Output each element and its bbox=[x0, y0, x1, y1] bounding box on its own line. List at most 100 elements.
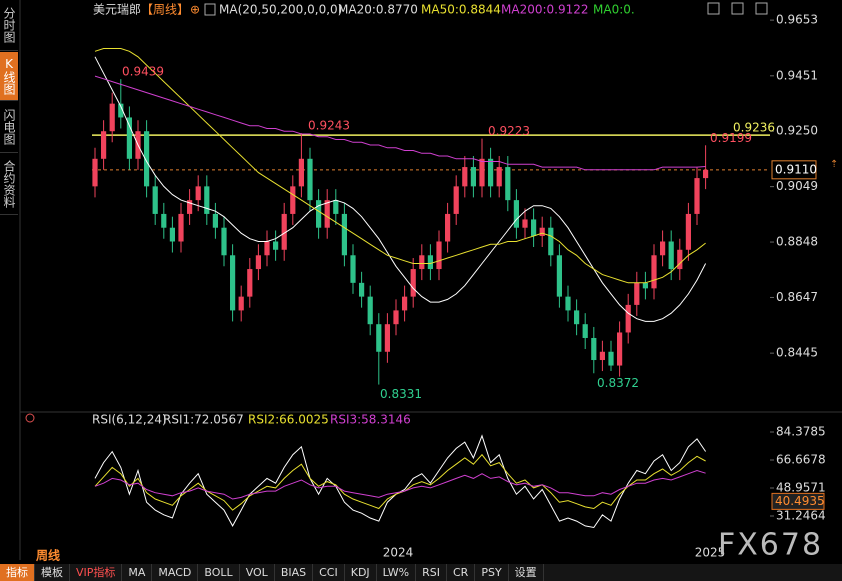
candle-body bbox=[316, 200, 322, 228]
y-tick-label: 84.3785 bbox=[776, 424, 826, 438]
toolbar-tab[interactable]: VOL bbox=[240, 564, 275, 581]
ma-label: MA20:0.8770 bbox=[338, 3, 418, 17]
candle-body bbox=[393, 310, 399, 325]
toolbar-tab[interactable]: CCI bbox=[313, 564, 345, 581]
line bbox=[94, 469, 706, 500]
resistance-label: 0.9236 bbox=[733, 121, 775, 135]
last-price-box bbox=[771, 160, 817, 180]
toolbar-tab[interactable]: RSI bbox=[416, 564, 447, 581]
window-button[interactable] bbox=[731, 2, 744, 15]
toolbar-tab[interactable]: KDJ bbox=[345, 564, 377, 581]
candle-body bbox=[462, 167, 468, 187]
candle-body bbox=[479, 158, 485, 187]
ma-label: MA50:0.8844 bbox=[421, 3, 501, 17]
candle-body bbox=[410, 269, 416, 297]
candle-body bbox=[677, 249, 683, 270]
candle-body bbox=[221, 227, 227, 256]
window-button[interactable] bbox=[755, 2, 768, 15]
window-button[interactable] bbox=[707, 2, 720, 15]
toolbar-tab[interactable]: 设置 bbox=[509, 564, 544, 581]
y-tick-label: 0.8848 bbox=[776, 235, 818, 249]
toolbar-tab[interactable]: LW% bbox=[377, 564, 417, 581]
extreme-label: 0.8331 bbox=[380, 387, 422, 401]
period: 【周线】 bbox=[141, 3, 189, 17]
period-tab[interactable]: 周线 bbox=[36, 548, 60, 563]
candle-body bbox=[109, 103, 115, 132]
watermark: FX678 bbox=[718, 528, 823, 563]
candle-body bbox=[548, 227, 554, 256]
candle-body bbox=[625, 304, 631, 333]
candle-body bbox=[118, 103, 124, 118]
toolbar-tab[interactable]: BIAS bbox=[275, 564, 314, 581]
toolbar-tab[interactable]: 指标 bbox=[0, 564, 35, 581]
value-marker: 40.4935 bbox=[775, 494, 825, 508]
toolbar-tab[interactable]: MACD bbox=[152, 564, 199, 581]
candle-body bbox=[513, 200, 519, 228]
line bbox=[94, 453, 706, 511]
rsi-label: RSI1:72.0567 bbox=[163, 413, 244, 427]
candle-body bbox=[402, 296, 408, 311]
y-tick-label: 66.6678 bbox=[776, 452, 826, 466]
candle-body bbox=[660, 241, 666, 256]
candle-body bbox=[685, 213, 691, 250]
ma-label: MA0:0. bbox=[593, 3, 635, 17]
candle-body bbox=[453, 186, 459, 214]
candle-body bbox=[419, 255, 425, 270]
candle-body bbox=[92, 158, 98, 187]
y-tick-label: 48.9571 bbox=[776, 480, 826, 494]
candle-body bbox=[539, 227, 545, 236]
toolbar-tab[interactable]: 模板 bbox=[35, 564, 70, 581]
toolbar-tab[interactable]: MA bbox=[122, 564, 153, 581]
candle-body bbox=[264, 241, 270, 256]
toolbar-tab[interactable]: VIP指标 bbox=[70, 564, 123, 581]
candle-body bbox=[703, 169, 709, 179]
candle-body bbox=[195, 186, 201, 201]
candle-body bbox=[668, 241, 674, 270]
candle-body bbox=[307, 158, 313, 201]
candle-body bbox=[161, 213, 167, 228]
x-label: 2025 bbox=[695, 546, 726, 560]
candle-body bbox=[247, 269, 253, 297]
sidebar-tab[interactable]: K线图 bbox=[0, 52, 18, 101]
candle-body bbox=[694, 178, 700, 214]
candle-body bbox=[505, 167, 511, 201]
candle-body bbox=[333, 200, 339, 214]
add-icon[interactable]: ⊕ bbox=[190, 3, 200, 17]
toolbar-tab[interactable]: CR bbox=[447, 564, 476, 581]
settings-icon[interactable] bbox=[25, 413, 35, 423]
candle-body bbox=[617, 332, 623, 366]
candle-body bbox=[376, 324, 382, 352]
candle-body bbox=[591, 337, 597, 361]
candle-body bbox=[187, 200, 193, 214]
candle-body bbox=[496, 167, 502, 187]
y-tick-label: 0.9250 bbox=[776, 124, 818, 138]
sidebar-tab[interactable]: 分时图 bbox=[0, 0, 18, 51]
candle-body bbox=[324, 200, 330, 228]
candle-body bbox=[384, 324, 390, 352]
extreme-label: 0.9199 bbox=[710, 131, 752, 145]
candle-body bbox=[298, 158, 304, 187]
candle-body bbox=[341, 213, 347, 256]
candle-body bbox=[350, 255, 356, 283]
rsi-title: RSI(6,12,24) bbox=[92, 413, 167, 427]
candle-body bbox=[531, 219, 537, 236]
x-label: 2024 bbox=[383, 546, 414, 560]
toolbar-tab[interactable]: PSY bbox=[475, 564, 509, 581]
candle-body bbox=[126, 117, 132, 159]
candle-body bbox=[574, 310, 580, 325]
candle-body bbox=[608, 351, 614, 366]
last-price-label: 0.9110 bbox=[775, 162, 817, 176]
y-tick-label: 31.2464 bbox=[776, 508, 826, 522]
toolbar-tab[interactable]: BOLL bbox=[198, 564, 240, 581]
candle-body bbox=[642, 282, 648, 289]
sidebar-tab[interactable]: 合约资料 bbox=[0, 154, 18, 215]
candle-body bbox=[565, 296, 571, 311]
line bbox=[94, 56, 707, 322]
sidebar-tab[interactable]: 闪电图 bbox=[0, 102, 18, 153]
extreme-label: 0.9223 bbox=[488, 124, 530, 138]
candle-body bbox=[470, 167, 476, 187]
symbol: 美元瑞郎 bbox=[93, 3, 141, 17]
ma-icon[interactable] bbox=[204, 3, 216, 16]
candle-body bbox=[582, 324, 588, 338]
